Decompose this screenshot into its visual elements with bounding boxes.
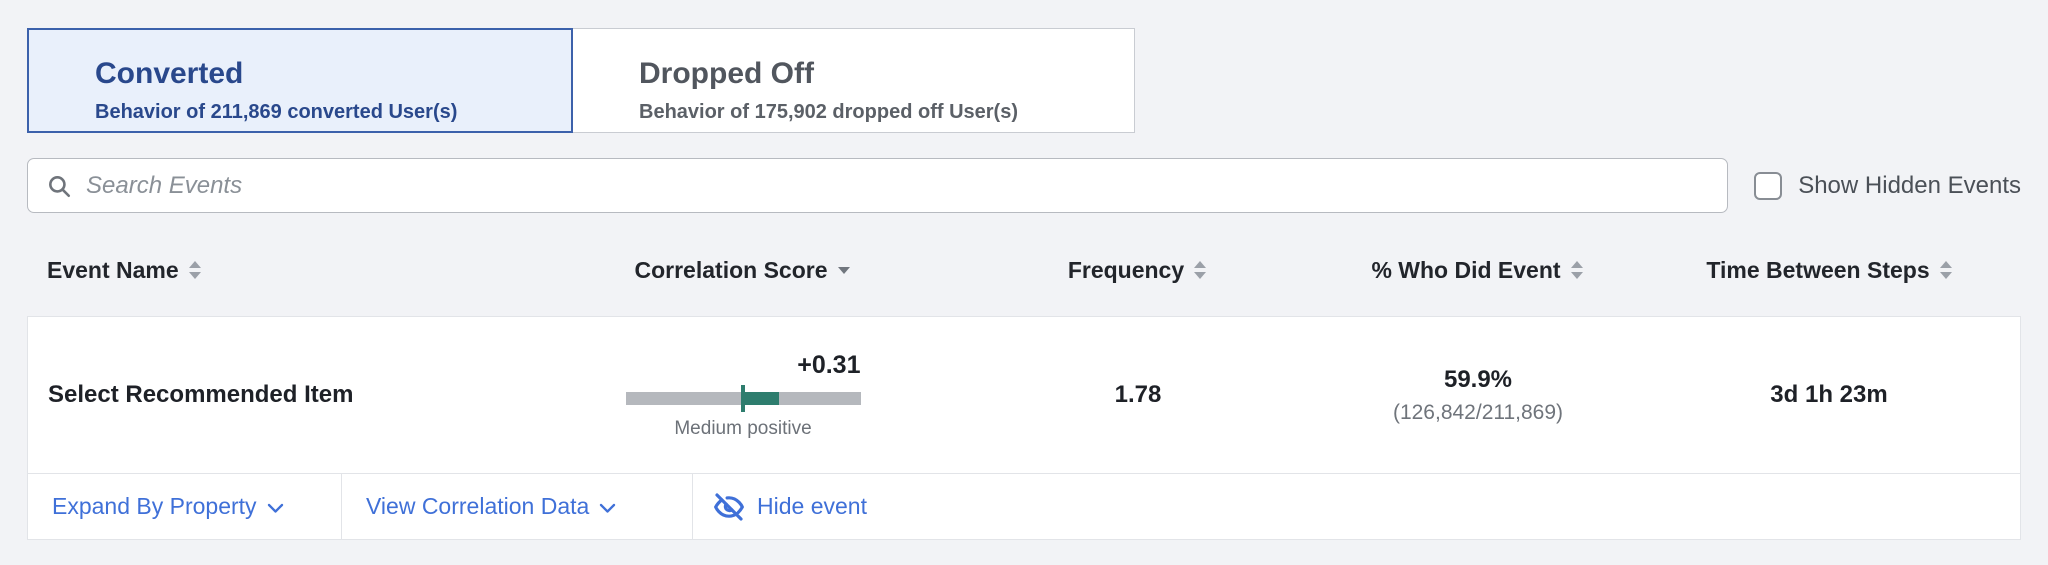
hide-event-label: Hide event xyxy=(757,493,867,519)
column-label-frequency: Frequency xyxy=(1067,256,1185,283)
column-label-correlation-score: Correlation Score xyxy=(634,256,828,283)
show-hidden-events-label: Show Hidden Events xyxy=(1798,171,2021,199)
tab-converted-title: Converted xyxy=(95,56,244,90)
show-hidden-events-checkbox[interactable] xyxy=(1754,171,1783,200)
view-correlation-data-label: View Correlation Data xyxy=(366,493,590,519)
pct-who-did-event-value: 59.9% xyxy=(1443,365,1513,393)
column-label-pct-who-did-event: % Who Did Event xyxy=(1371,256,1561,283)
hide-event-button[interactable]: Hide event xyxy=(693,474,2020,539)
sort-icon-event-name xyxy=(188,261,201,279)
column-header-frequency[interactable]: Frequency xyxy=(957,257,1317,284)
sort-desc-icon-correlation-score xyxy=(837,266,850,274)
cohort-tabs: Converted Behavior of 211,869 converted … xyxy=(27,28,2021,133)
tab-dropped-off[interactable]: Dropped Off Behavior of 175,902 dropped … xyxy=(573,28,1135,133)
event-name-cell: Select Recommended Item xyxy=(28,381,528,409)
column-header-time-between-steps[interactable]: Time Between Steps xyxy=(1637,257,2021,284)
tab-dropped-off-title: Dropped Off xyxy=(639,56,814,90)
pct-who-did-event-detail: (126,842/211,869) xyxy=(1392,400,1564,424)
frequency-cell: 1.78 xyxy=(958,381,1318,409)
view-correlation-data-button[interactable]: View Correlation Data xyxy=(342,474,693,539)
chevron-down-icon xyxy=(267,503,283,513)
tab-converted[interactable]: Converted Behavior of 211,869 converted … xyxy=(27,28,573,133)
time-between-steps-cell: 3d 1h 23m xyxy=(1638,381,2020,409)
chevron-down-icon xyxy=(600,503,616,513)
search-events-input[interactable] xyxy=(86,171,1710,200)
show-hidden-events-toggle[interactable]: Show Hidden Events xyxy=(1754,171,2021,200)
table-header: Event Name Correlation Score Frequency %… xyxy=(27,250,2021,290)
tab-converted-subtitle: Behavior of 211,869 converted User(s) xyxy=(95,101,458,124)
search-icon xyxy=(49,175,71,197)
correlation-strength-label: Medium positive xyxy=(674,417,812,439)
column-header-event-name[interactable]: Event Name xyxy=(27,257,527,284)
correlation-score-cell: +0.31 Medium positive xyxy=(528,351,958,440)
correlation-bar-fill xyxy=(743,391,780,405)
event-name: Select Recommended Item xyxy=(48,381,354,408)
table-row: Select Recommended Item +0.31 Medium pos… xyxy=(27,316,2021,473)
correlation-widget: +0.31 Medium positive xyxy=(625,350,861,440)
frequency-value: 1.78 xyxy=(1114,381,1162,408)
eye-slash-icon xyxy=(714,492,744,521)
column-label-time-between-steps: Time Between Steps xyxy=(1706,256,1930,283)
row-action-bar: Expand By Property View Correlation Data… xyxy=(27,473,2021,540)
time-between-steps-value: 3d 1h 23m xyxy=(1770,381,1888,408)
correlation-score-value: +0.31 xyxy=(797,350,861,379)
expand-by-property-label: Expand By Property xyxy=(52,493,257,519)
expand-by-property-button[interactable]: Expand By Property xyxy=(28,474,342,539)
column-header-correlation-score[interactable]: Correlation Score xyxy=(527,257,957,284)
pct-who-did-event-cell: 59.9% (126,842/211,869) xyxy=(1318,366,1638,425)
correlation-bar xyxy=(625,384,861,412)
sort-icon-frequency xyxy=(1194,261,1207,279)
sort-icon-time-between-steps xyxy=(1939,261,1952,279)
column-label-event-name: Event Name xyxy=(47,256,179,283)
search-row: Show Hidden Events xyxy=(27,158,2021,213)
search-box[interactable] xyxy=(27,158,1729,213)
sort-icon-pct-who-did-event xyxy=(1570,261,1583,279)
tab-dropped-off-subtitle: Behavior of 175,902 dropped off User(s) xyxy=(639,101,1018,124)
correlation-bar-tick xyxy=(741,384,745,412)
column-header-pct-who-did-event[interactable]: % Who Did Event xyxy=(1317,257,1637,284)
